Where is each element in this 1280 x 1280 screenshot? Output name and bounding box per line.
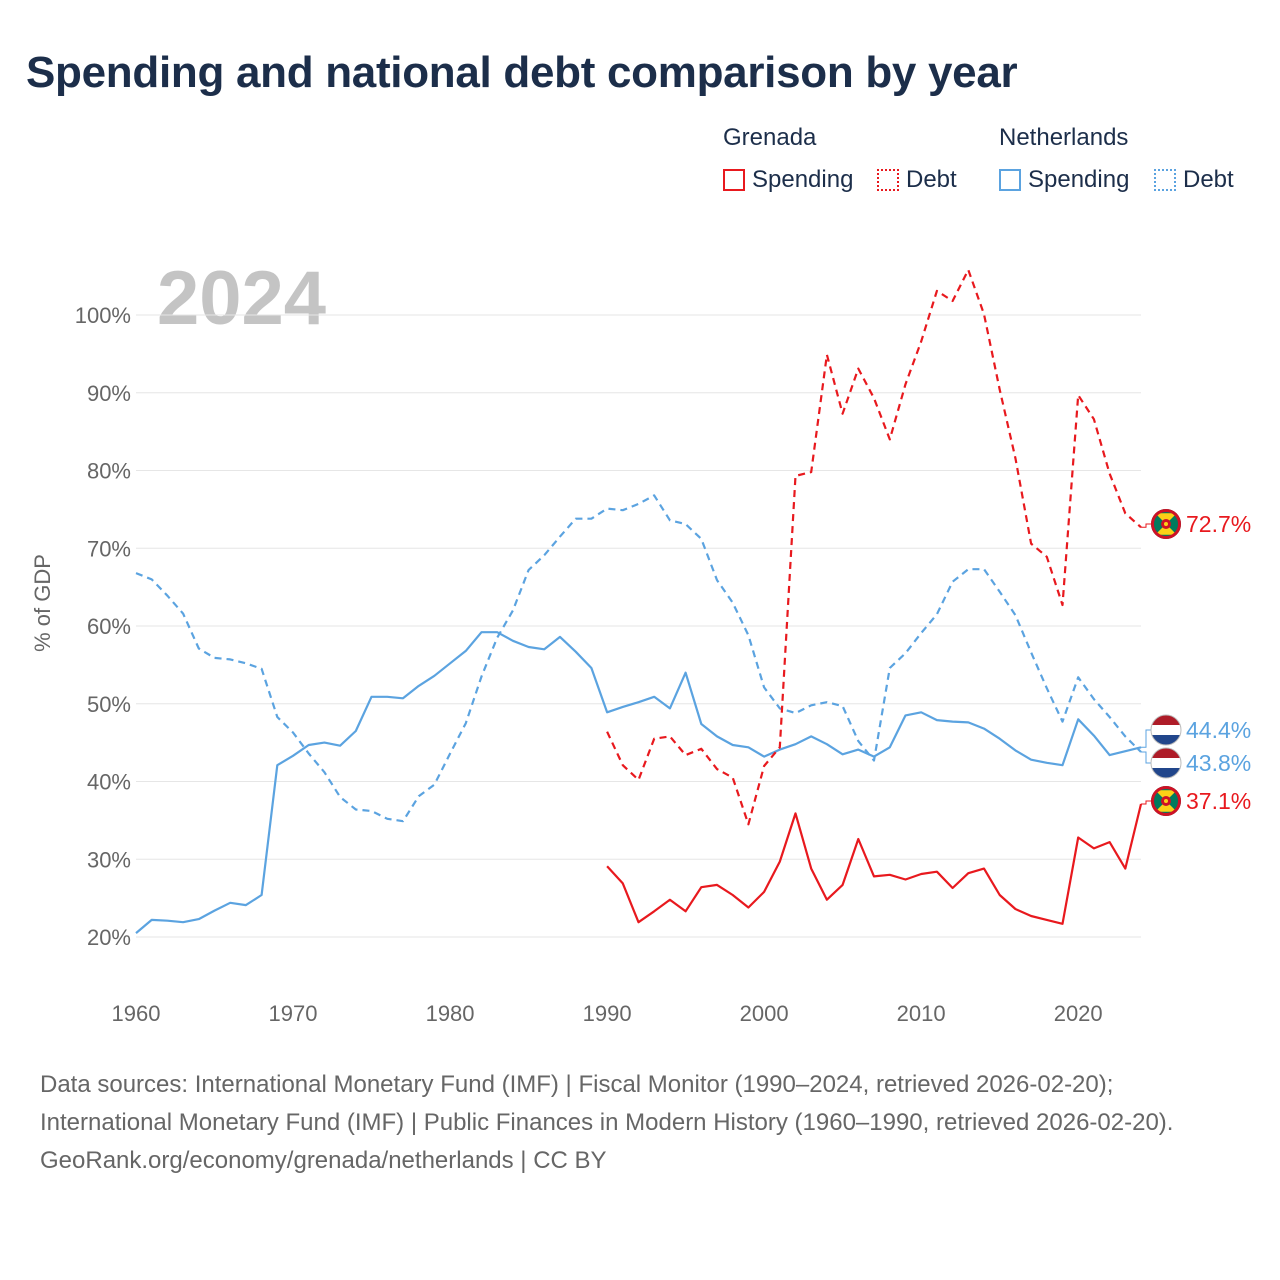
x-tick-label: 2010: [897, 1001, 946, 1026]
legend-netherlands-spending[interactable]: Spending: [999, 166, 1129, 194]
legend-label: Spending: [752, 166, 854, 193]
series-line-netherlands-debt: [135, 494, 1142, 823]
end-label-connector: [1141, 729, 1152, 748]
grenada-flag-icon: [1151, 509, 1181, 539]
data-sources: Data sources: International Monetary Fun…: [40, 1071, 1174, 1136]
end-label-connector: [1141, 751, 1152, 764]
legend-swatch-solid-blue: [999, 169, 1021, 191]
series-line-netherlands-spending: [135, 631, 1142, 934]
year-watermark: 2024: [157, 256, 326, 341]
x-tick-label: 1980: [426, 1001, 475, 1026]
footer: Data sources: International Monetary Fun…: [40, 1066, 1240, 1180]
chart-title: Spending and national debt comparison by…: [26, 48, 1018, 97]
y-tick-label: 70%: [87, 536, 131, 561]
y-axis-label: % of GDP: [30, 554, 55, 652]
x-tick-label: 1970: [269, 1001, 318, 1026]
credit-link[interactable]: GeoRank.org/economy/grenada/netherlands …: [40, 1147, 607, 1174]
series-line-grenada-debt: [606, 268, 1142, 826]
legend-netherlands-debt[interactable]: Debt: [1154, 166, 1234, 194]
legend-swatch-dotted-red: [877, 169, 899, 191]
legend-label: Debt: [906, 166, 957, 193]
x-tick-label: 2000: [740, 1001, 789, 1026]
legend-group-grenada: Grenada: [723, 124, 817, 151]
y-tick-label: 40%: [87, 770, 131, 795]
legend-grenada-spending[interactable]: Spending: [723, 166, 853, 194]
x-tick-label: 2020: [1054, 1001, 1103, 1026]
end-label-connector: [1141, 800, 1152, 805]
end-value-label: 43.8%: [1186, 750, 1251, 776]
legend-group-netherlands: Netherlands: [999, 124, 1129, 151]
end-value-label: 37.1%: [1186, 788, 1251, 814]
end-value-label: 44.4%: [1186, 717, 1251, 743]
y-tick-label: 100%: [75, 303, 131, 328]
end-value-label: 72.7%: [1186, 511, 1251, 537]
legend-label: Debt: [1183, 166, 1234, 193]
grenada-flag-icon: [1151, 786, 1181, 816]
legend-grenada-debt[interactable]: Debt: [877, 166, 957, 194]
y-tick-label: 60%: [87, 614, 131, 639]
y-tick-label: 50%: [87, 692, 131, 717]
legend-label: Spending: [1028, 166, 1130, 193]
x-tick-label: 1960: [112, 1001, 161, 1026]
y-tick-label: 80%: [87, 459, 131, 484]
netherlands-flag-icon: [1150, 714, 1182, 746]
y-tick-label: 90%: [87, 381, 131, 406]
y-tick-label: 30%: [87, 847, 131, 872]
y-tick-label: 20%: [87, 925, 131, 950]
end-label-connector: [1141, 523, 1152, 528]
netherlands-flag-icon: [1150, 747, 1182, 779]
legend-swatch-dotted-blue: [1154, 169, 1176, 191]
series-line-grenada-spending: [606, 803, 1143, 925]
line-chart: 2024 20% 30% 40% 50% 60% 70% 80% 90% 100% 1960 1970…: [30, 256, 1251, 1026]
legend-swatch-solid-red: [723, 169, 745, 191]
x-tick-label: 1990: [583, 1001, 632, 1026]
